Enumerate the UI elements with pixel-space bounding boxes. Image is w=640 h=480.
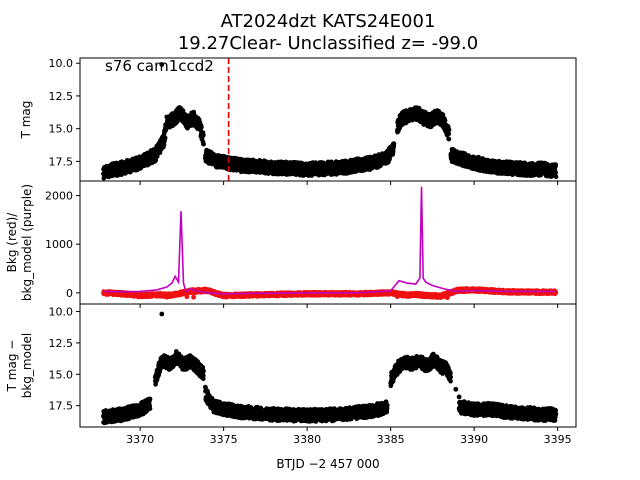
data-point [442, 118, 448, 124]
y-tick-label: 10.0 [49, 57, 74, 70]
data-point [553, 174, 559, 179]
plot-area [101, 186, 559, 301]
y-axis-label: T mag [19, 101, 33, 140]
data-point [440, 112, 446, 117]
data-point [553, 162, 559, 167]
data-point [553, 170, 558, 175]
data-point [162, 135, 168, 141]
y-tick-label: 15.0 [49, 123, 74, 136]
data-point [391, 141, 397, 147]
data-point [201, 132, 206, 138]
panel-annotation: s76 cam1ccd2 [105, 57, 214, 75]
data-point [201, 141, 206, 147]
data-point [446, 136, 452, 142]
y-tick-label: 12.5 [49, 90, 74, 103]
data-point [199, 125, 204, 130]
y-tick-label: 17.5 [49, 155, 74, 168]
chart-title-line2: 19.27Clear- Unclassified z= -99.0 [178, 33, 478, 54]
data-point [446, 127, 452, 132]
chart-title-line1: AT2024dzt KATS24E001 [221, 11, 436, 32]
plot-area [101, 58, 559, 181]
data-point [159, 62, 165, 67]
data-point [446, 131, 452, 137]
panel-top: s76 cam1ccd2 10.0 12.5 15.0 17.5 T mag [19, 57, 577, 185]
